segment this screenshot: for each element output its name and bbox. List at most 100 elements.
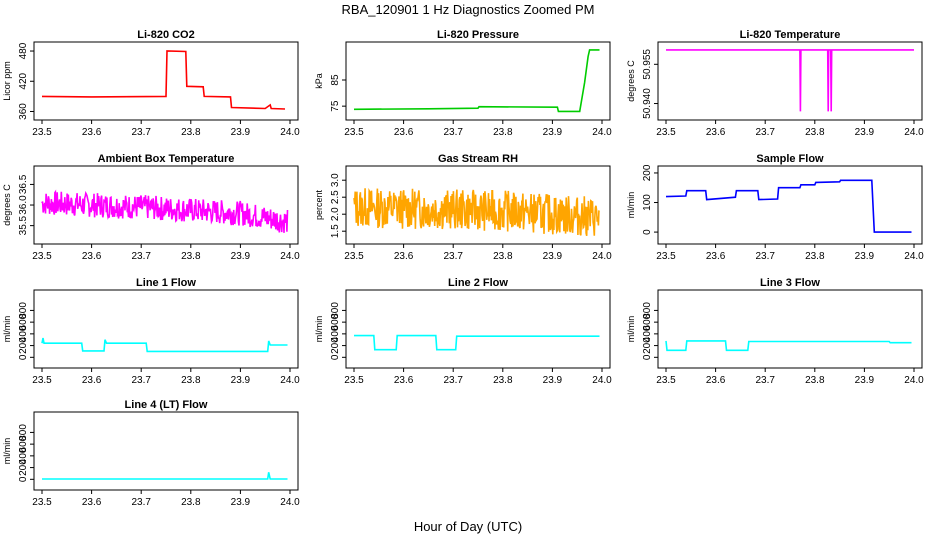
y-tick-label: 0 — [18, 476, 29, 482]
x-tick-label: 23.7 — [755, 127, 775, 138]
chart-panel: Li-820 Temperature degrees C 23.5 23.6 23.7 2… — [626, 29, 924, 138]
x-tick-label: 24.0 — [904, 127, 924, 138]
x-tick-label: 23.5 — [344, 127, 364, 138]
x-tick-label: 23.7 — [443, 375, 463, 386]
chart-panel: Ambient Box Temperature degrees C 23.5 23.6… — [2, 153, 300, 262]
x-axis-label: Hour of Day (UTC) — [414, 519, 522, 534]
plot-frame — [345, 165, 611, 245]
panel-title: Gas Stream RH — [438, 153, 518, 165]
x-tick-label: 23.9 — [231, 251, 251, 262]
x-tick-label: 23.7 — [131, 497, 151, 508]
y-axis-label: ml/min — [626, 316, 636, 343]
x-tick-label: 23.9 — [231, 127, 251, 138]
y-tick-label: 200 — [18, 337, 29, 354]
x-tick-label: 23.5 — [344, 375, 364, 386]
y-tick-label: 85 — [330, 74, 341, 86]
x-tick-label: 23.5 — [656, 375, 676, 386]
panel-title: Line 1 Flow — [136, 277, 196, 289]
y-tick-label: 200 — [642, 164, 653, 181]
x-tick-label: 23.8 — [805, 251, 825, 262]
y-tick-label: 200 — [642, 337, 653, 354]
y-axis-label: ml/min — [626, 192, 636, 219]
x-tick-label: 23.6 — [706, 127, 726, 138]
y-tick-label: 36.0 — [18, 195, 29, 215]
y-tick-label: 600 — [642, 313, 653, 330]
y-tick-label: 50.955 — [642, 49, 653, 80]
plot-frame — [657, 41, 923, 121]
x-tick-label: 23.7 — [443, 127, 463, 138]
chart-panel: Line 3 Flow ml/min 23.5 23.6 23.7 23.8 23.9 24.… — [626, 277, 924, 386]
x-tick-label: 23.6 — [82, 251, 102, 262]
x-tick-label: 23.9 — [855, 251, 875, 262]
plot-frame — [345, 289, 611, 369]
x-tick-label: 23.8 — [181, 251, 201, 262]
x-tick-label: 24.0 — [592, 127, 612, 138]
y-tick-label: 0 — [642, 354, 653, 360]
figure-title: RBA_120901 1 Hz Diagnostics Zoomed PM — [342, 2, 595, 17]
x-tick-label: 23.8 — [493, 127, 513, 138]
y-axis-label: percent — [314, 189, 324, 220]
chart-panel: Line 4 (LT) Flow ml/min 23.5 23.6 23.7 23.8 23… — [2, 399, 300, 508]
panel-title: Line 4 (LT) Flow — [125, 399, 208, 411]
series-line — [41, 50, 286, 110]
x-tick-label: 23.5 — [32, 375, 52, 386]
x-tick-label: 23.8 — [493, 375, 513, 386]
plot-frame — [657, 165, 923, 245]
chart-panel: Gas Stream RH percent 23.5 23.6 23.7 23.8 23.9… — [314, 153, 612, 262]
y-axis-label: degrees C — [626, 60, 636, 102]
series-line — [353, 49, 600, 113]
y-tick-label: 420 — [18, 72, 29, 89]
x-tick-label: 24.0 — [280, 497, 300, 508]
x-tick-label: 23.5 — [656, 251, 676, 262]
x-tick-label: 23.5 — [656, 127, 676, 138]
y-axis-label: ml/min — [2, 316, 12, 343]
y-tick-label: 75 — [330, 100, 341, 112]
y-tick-label: 400 — [330, 325, 341, 342]
y-tick-label: 400 — [18, 447, 29, 464]
y-tick-label: 360 — [18, 103, 29, 120]
y-axis-label: Licor ppm — [2, 61, 12, 101]
x-tick-label: 23.8 — [805, 127, 825, 138]
series-line — [354, 334, 600, 351]
y-tick-label: 600 — [18, 435, 29, 452]
x-tick-label: 23.9 — [543, 375, 563, 386]
y-axis-label: kPa — [314, 73, 324, 89]
x-tick-label: 23.7 — [131, 127, 151, 138]
y-tick-label: 1.5 — [330, 224, 341, 238]
y-tick-label: 800 — [330, 302, 341, 319]
y-tick-label: 36.5 — [18, 174, 29, 194]
y-tick-label: 3.0 — [330, 173, 341, 187]
x-tick-label: 23.8 — [181, 375, 201, 386]
y-tick-label: 480 — [18, 42, 29, 59]
x-tick-label: 23.7 — [443, 251, 463, 262]
y-tick-label: 0 — [642, 229, 653, 235]
y-tick-label: 600 — [18, 313, 29, 330]
x-tick-label: 23.8 — [493, 251, 513, 262]
x-tick-label: 23.6 — [82, 127, 102, 138]
x-tick-label: 23.6 — [706, 251, 726, 262]
panel-title: Li-820 Pressure — [437, 29, 519, 41]
panel-title: Li-820 Temperature — [740, 29, 841, 41]
series-line — [666, 49, 914, 112]
x-tick-label: 23.6 — [82, 375, 102, 386]
x-tick-label: 23.8 — [805, 375, 825, 386]
x-tick-label: 24.0 — [904, 375, 924, 386]
x-tick-label: 23.7 — [755, 375, 775, 386]
y-tick-label: 800 — [18, 424, 29, 441]
x-tick-label: 23.5 — [32, 251, 52, 262]
x-tick-label: 23.6 — [82, 497, 102, 508]
x-tick-label: 24.0 — [592, 251, 612, 262]
plot-frame — [33, 289, 299, 369]
y-axis-label: degrees C — [2, 184, 12, 226]
x-tick-label: 23.9 — [855, 127, 875, 138]
series-line — [665, 179, 912, 233]
y-tick-label: 600 — [330, 313, 341, 330]
x-tick-label: 23.6 — [706, 375, 726, 386]
x-tick-label: 23.5 — [344, 251, 364, 262]
series-line — [42, 472, 288, 480]
y-tick-label: 2.5 — [330, 190, 341, 204]
panel-title: Sample Flow — [756, 153, 824, 165]
x-tick-label: 24.0 — [280, 375, 300, 386]
x-tick-label: 23.9 — [231, 497, 251, 508]
